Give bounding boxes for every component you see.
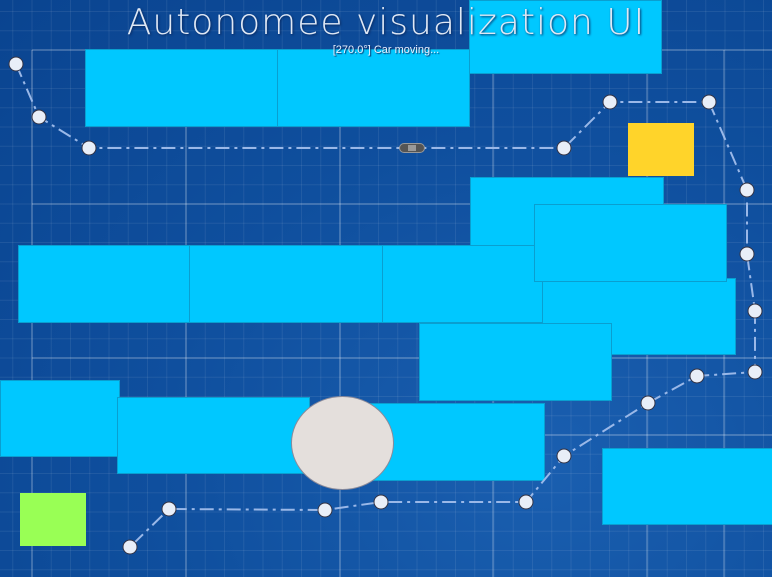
waypoint[interactable] — [739, 182, 755, 198]
obstacle — [534, 204, 727, 282]
waypoint[interactable] — [161, 501, 177, 517]
obstacle — [189, 245, 383, 323]
waypoint[interactable] — [31, 109, 47, 125]
waypoint[interactable] — [122, 539, 138, 555]
waypoint[interactable] — [739, 246, 755, 262]
waypoint[interactable] — [747, 364, 763, 380]
waypoint[interactable] — [81, 140, 97, 156]
obstacle — [277, 49, 470, 127]
waypoint[interactable] — [747, 303, 763, 319]
obstacle — [602, 448, 772, 525]
car-icon[interactable] — [399, 143, 425, 153]
waypoint[interactable] — [373, 494, 389, 510]
waypoint[interactable] — [701, 94, 717, 110]
goal-marker[interactable] — [628, 123, 694, 176]
waypoint[interactable] — [518, 494, 534, 510]
obstacle — [18, 245, 190, 323]
app-title: Autonomee visualization UI — [126, 2, 646, 43]
waypoint[interactable] — [602, 94, 618, 110]
obstacle — [419, 323, 612, 401]
start-marker[interactable] — [20, 493, 86, 546]
car-status: [270.0°] Car moving... — [332, 44, 440, 56]
obstacle — [117, 397, 310, 474]
waypoint[interactable] — [640, 395, 656, 411]
waypoint[interactable] — [8, 56, 24, 72]
obstacle — [469, 0, 662, 74]
waypoint[interactable] — [317, 502, 333, 518]
waypoint[interactable] — [556, 140, 572, 156]
waypoint[interactable] — [689, 368, 705, 384]
round-obstacle — [291, 396, 394, 490]
waypoint[interactable] — [556, 448, 572, 464]
